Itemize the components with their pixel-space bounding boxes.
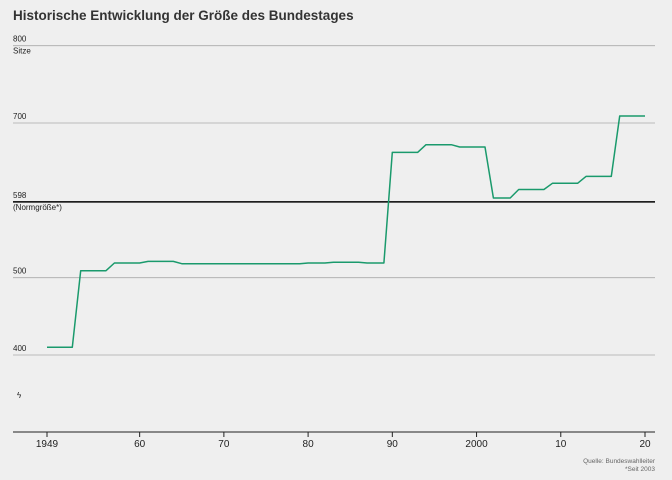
x-tick-label: 10 — [555, 439, 567, 450]
x-tick-label: 80 — [303, 439, 315, 450]
y-tick-label: 800 — [13, 35, 27, 44]
source-note: Quelle: Bundeswahlleiter *Seit 2003 — [583, 458, 655, 474]
y-axis-labels: 800 Sitze 700 598 (Normgröße*) 500 400 ϟ — [13, 35, 62, 400]
y-tick-label: 700 — [13, 112, 27, 121]
x-axis: 1949 60 70 80 90 2000 10 20 — [13, 431, 655, 450]
grid-layer — [13, 45, 655, 356]
series-layer — [47, 115, 645, 349]
y-tick-label: 598 — [13, 191, 27, 200]
source-text: Quelle: Bundeswahlleiter — [583, 458, 655, 465]
chart-title: Historische Entwicklung der Größe des Bu… — [13, 8, 354, 23]
y-tick-label: 500 — [13, 267, 27, 276]
axis-break-icon: ϟ — [17, 391, 22, 400]
x-tick-label: 2000 — [465, 439, 488, 450]
y-tick-label: 400 — [13, 344, 27, 353]
footnote-text: *Seit 2003 — [625, 466, 655, 473]
x-tick-label: 70 — [218, 439, 230, 450]
x-tick-label: 1949 — [36, 439, 59, 450]
series-line — [47, 115, 645, 349]
y-tick-sublabel: Sitze — [13, 47, 31, 56]
x-tick-label: 60 — [134, 439, 146, 450]
y-tick-sublabel: (Normgröße*) — [13, 203, 62, 212]
x-tick-label: 20 — [639, 439, 651, 450]
x-tick-label: 90 — [387, 439, 399, 450]
